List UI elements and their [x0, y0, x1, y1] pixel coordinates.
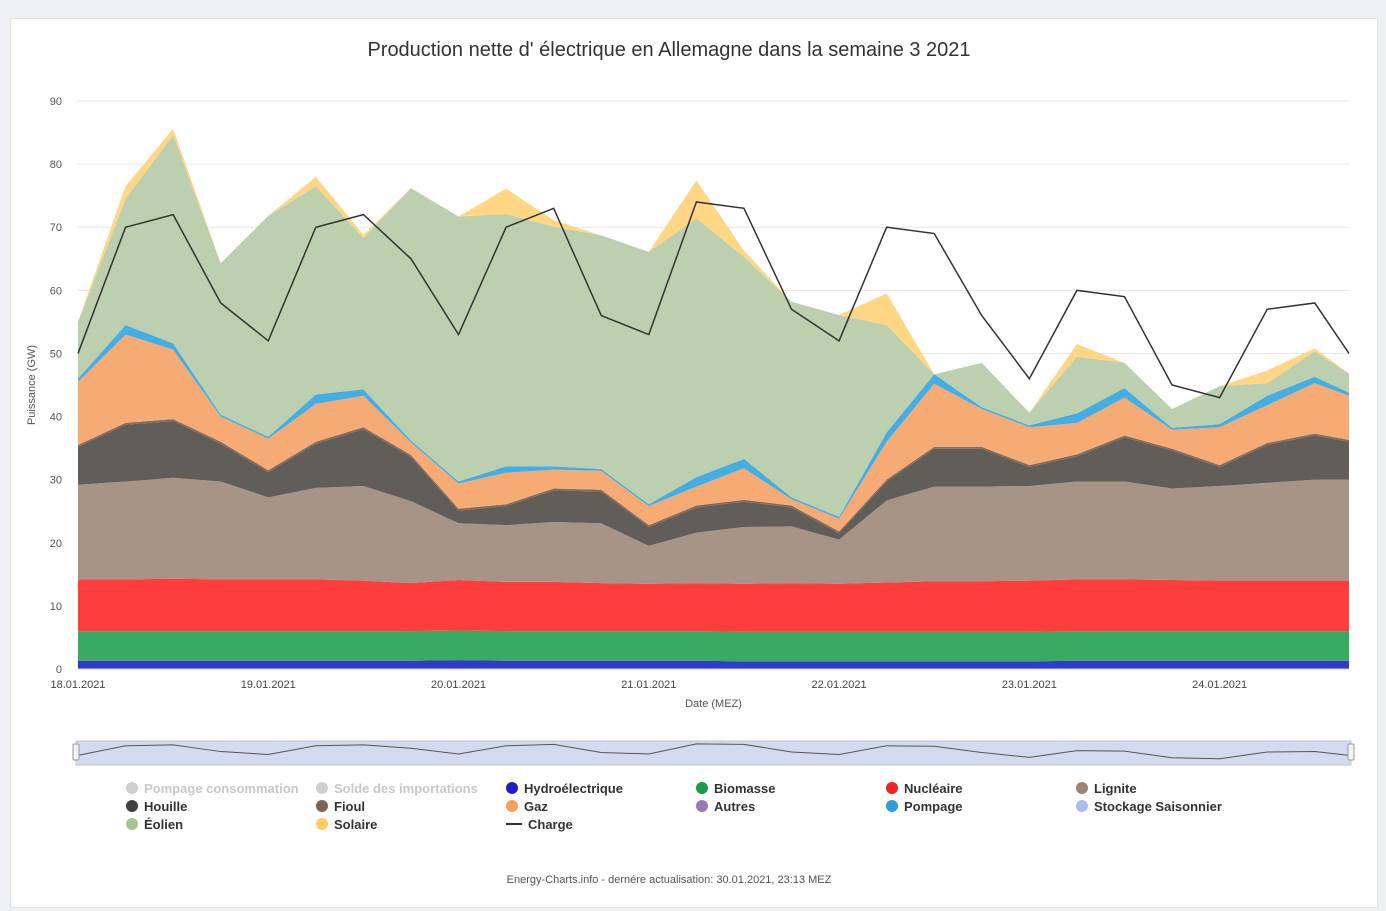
legend-dot-icon — [126, 782, 138, 794]
y-tick-label: 80 — [50, 159, 62, 171]
legend-item-fioul[interactable]: Fioul — [316, 799, 365, 814]
legend-dot-icon — [126, 818, 138, 830]
y-tick-label: 60 — [50, 285, 62, 297]
chart-title: Production nette d' électrique en Allema… — [367, 39, 971, 61]
area-fioul — [78, 419, 1349, 534]
x-tick-label: 20.01.2021 — [431, 679, 486, 691]
legend-dot-icon — [506, 782, 518, 794]
y-tick-label: 30 — [50, 475, 62, 487]
legend-label: Solaire — [334, 817, 378, 832]
legend-label: Lignite — [1094, 781, 1137, 796]
legend-label: Biomasse — [714, 781, 776, 796]
legend-label: Gaz — [524, 799, 548, 814]
y-tick-label: 40 — [50, 412, 62, 424]
legend-dot-icon — [886, 782, 898, 794]
legend-label: Hydroélectrique — [524, 781, 623, 796]
y-axis-label: Puissance (GW) — [26, 345, 38, 425]
legend-item-stockage-saisonnier[interactable]: Stockage Saisonnier — [1076, 799, 1222, 814]
legend-dot-icon — [316, 782, 328, 794]
legend-label: Houille — [144, 799, 188, 814]
legend-label: Fioul — [334, 799, 366, 814]
legend-dot-icon — [506, 800, 518, 812]
legend-item-solde-des-importations[interactable]: Solde des importations — [316, 781, 478, 796]
legend-dot-icon — [1076, 782, 1088, 794]
y-tick-label: 70 — [50, 222, 62, 234]
legend-dot-icon — [316, 818, 328, 830]
navigator-handle-left — [72, 743, 80, 761]
x-tick-label: 19.01.2021 — [241, 679, 296, 691]
legend-item-houille[interactable]: Houille — [126, 799, 187, 814]
legend-dot-icon — [696, 800, 708, 812]
legend-label: Pompage — [904, 799, 963, 814]
navigator-handle-right — [1347, 743, 1355, 761]
navigator-line — [77, 743, 1350, 760]
area-gaz — [78, 334, 1349, 532]
footer-credit: Energy-Charts.info - dernére actualisati… — [506, 874, 832, 886]
area--olien — [78, 135, 1349, 517]
legend-label: Stockage Saisonnier — [1094, 799, 1222, 814]
legend-label: Nucléaire — [904, 781, 963, 796]
area-lignite — [78, 477, 1349, 584]
x-tick-label: 24.01.2021 — [1192, 679, 1247, 691]
area-hydro-lectrique — [78, 660, 1349, 669]
x-tick-label: 18.01.2021 — [50, 679, 105, 691]
area-biomasse — [78, 630, 1349, 662]
legend-item-pompage[interactable]: Pompage — [886, 799, 963, 814]
legend-label: Charge — [528, 817, 573, 832]
legend-item-nucl-aire[interactable]: Nucléaire — [886, 781, 963, 796]
legend-item-charge[interactable]: Charge — [506, 817, 573, 832]
legend-label: Éolien — [144, 817, 184, 832]
area-houille — [78, 420, 1349, 546]
y-tick-label: 90 — [50, 96, 62, 108]
y-tick-label: 10 — [50, 601, 62, 613]
legend-dot-icon — [126, 800, 138, 812]
y-tick-label: 0 — [56, 664, 62, 676]
legend-dot-icon — [316, 800, 328, 812]
legend-item-pompage-consommation[interactable]: Pompage consommation — [126, 781, 299, 796]
legend-item-gaz[interactable]: Gaz — [506, 799, 548, 814]
chart-card: Production nette d' électrique en Allema… — [10, 18, 1378, 908]
legend-line-icon — [506, 823, 522, 825]
navigator — [75, 740, 1352, 766]
y-tick-label: 50 — [50, 348, 62, 360]
legend-label: Autres — [714, 799, 756, 814]
legend-item-lignite[interactable]: Lignite — [1076, 781, 1137, 796]
stacked-area-chart: 0 10 20 30 40 50 60 70 80 90 Puissance (GW) 18.01.2… — [26, 96, 1355, 766]
x-axis-label: Date (MEZ) — [685, 698, 742, 710]
x-tick-label: 21.01.2021 — [621, 679, 676, 691]
legend-dot-icon — [886, 800, 898, 812]
legend-item-hydro-lectrique[interactable]: Hydroélectrique — [506, 781, 623, 796]
x-tick-label: 22.01.2021 — [812, 679, 867, 691]
legend-item-autres[interactable]: Autres — [696, 799, 755, 814]
y-tick-label: 20 — [50, 538, 62, 550]
area-nucl-aire — [78, 578, 1349, 632]
legend-item-biomasse[interactable]: Biomasse — [696, 781, 775, 796]
legend-item--olien[interactable]: Éolien — [126, 817, 183, 832]
legend-label: Solde des importations — [334, 781, 478, 796]
legend-dot-icon — [1076, 800, 1088, 812]
x-tick-label: 23.01.2021 — [1002, 679, 1057, 691]
legend-dot-icon — [696, 782, 708, 794]
legend-item-solaire[interactable]: Solaire — [316, 817, 377, 832]
legend-label: Pompage consommation — [144, 781, 299, 796]
charge-line — [77, 201, 1350, 399]
